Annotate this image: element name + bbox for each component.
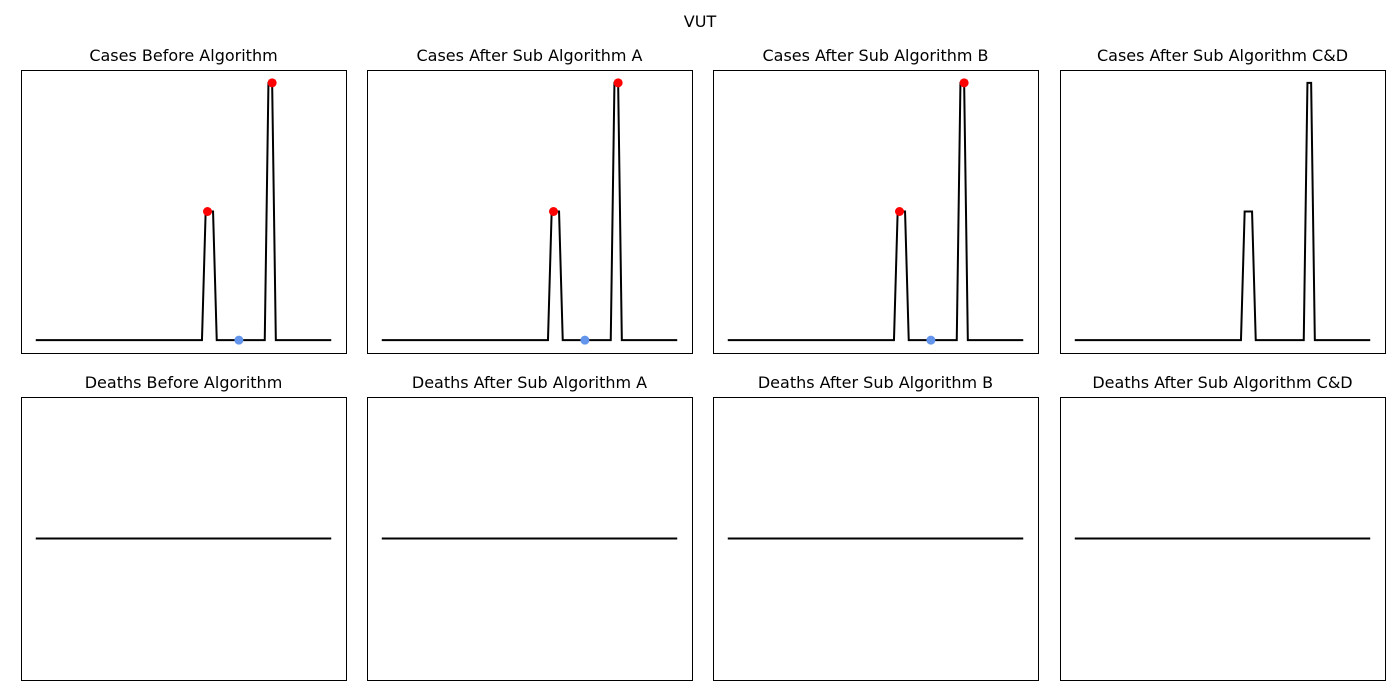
axes-frame xyxy=(1060,70,1386,354)
subplot-title: Deaths After Sub Algorithm B xyxy=(758,373,993,392)
axes-frame xyxy=(21,397,347,681)
figure-suptitle: VUT xyxy=(684,12,717,31)
trough-marker xyxy=(926,335,936,345)
trough-marker xyxy=(580,335,590,345)
subplot-3: Cases After Sub Algorithm B xyxy=(713,46,1039,354)
peak-marker xyxy=(959,78,969,88)
subplot-6: Deaths After Sub Algorithm A xyxy=(367,373,693,681)
subplot-title: Cases After Sub Algorithm A xyxy=(416,46,642,65)
subplot-2: Cases After Sub Algorithm A xyxy=(367,46,693,354)
peak-marker xyxy=(203,207,213,216)
subplot-7: Deaths After Sub Algorithm B xyxy=(713,373,1039,681)
series-line xyxy=(35,81,332,342)
axes-frame xyxy=(713,397,1039,681)
axes-frame xyxy=(367,397,693,681)
axes-frame xyxy=(21,70,347,354)
subplot-grid: Cases Before Algorithm Cases After Sub Al… xyxy=(21,46,1386,681)
subplot-8: Deaths After Sub Algorithm C&D xyxy=(1060,373,1386,681)
series-line xyxy=(1074,81,1371,342)
axes-frame xyxy=(1060,397,1386,681)
axes-frame xyxy=(367,70,693,354)
subplot-1: Cases Before Algorithm xyxy=(21,46,347,354)
subplot-title: Cases After Sub Algorithm B xyxy=(762,46,988,65)
peak-marker xyxy=(549,207,559,216)
subplot-title: Deaths Before Algorithm xyxy=(85,373,283,392)
subplot-title: Cases Before Algorithm xyxy=(89,46,277,65)
trough-marker xyxy=(234,335,244,345)
peak-marker xyxy=(895,207,905,216)
peak-marker xyxy=(267,78,277,88)
subplot-title: Cases After Sub Algorithm C&D xyxy=(1097,46,1348,65)
subplot-4: Cases After Sub Algorithm C&D xyxy=(1060,46,1386,354)
subplot-title: Deaths After Sub Algorithm A xyxy=(412,373,647,392)
axes-frame xyxy=(713,70,1039,354)
subplot-5: Deaths Before Algorithm xyxy=(21,373,347,681)
series-line xyxy=(381,81,678,342)
peak-marker xyxy=(613,78,623,88)
subplot-title: Deaths After Sub Algorithm C&D xyxy=(1092,373,1352,392)
series-line xyxy=(727,81,1024,342)
